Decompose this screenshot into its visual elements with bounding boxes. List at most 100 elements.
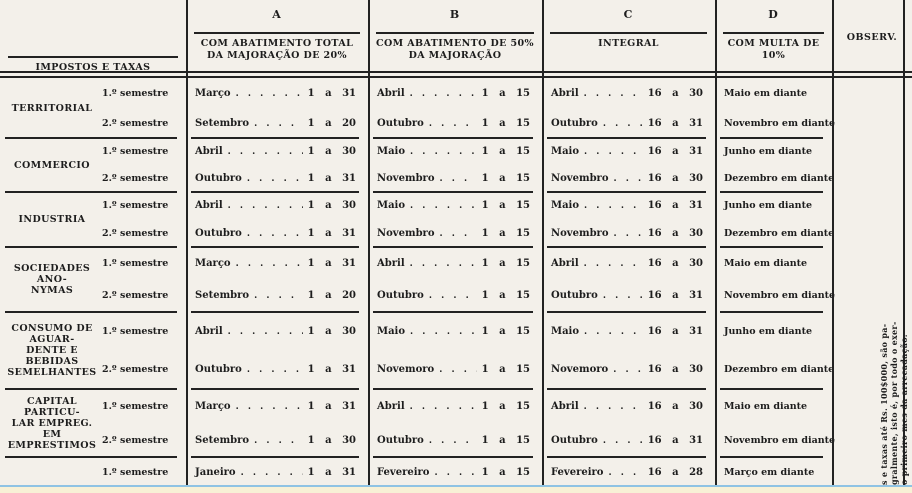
- column-b-cell: Maio. . . . . . . . . . . .1 a 15Novembr…: [368, 192, 542, 248]
- month-name: Outubro: [551, 290, 598, 302]
- month-name: Setembro: [195, 434, 250, 446]
- category-label-line: CONSUMO DE AGUAR-: [11, 323, 93, 345]
- header-rule: [550, 32, 707, 34]
- column-divider: [715, 0, 717, 485]
- penalty-period: Dezembro em diante: [724, 173, 835, 184]
- dot-leader: . . . . . . . . . . . .: [254, 435, 303, 446]
- semester-labels: 1.º semestre 2.º semestre: [102, 312, 186, 389]
- penalty-period: Junho em diante: [724, 325, 813, 337]
- semester-label: 1.º semestre: [102, 325, 169, 337]
- rotated-margin-note: s e taxas até Rs. 100$000, são pa- gralm…: [879, 265, 909, 485]
- payment-period: Setembro . . . . . . . . . . . . 1 a 20: [186, 290, 368, 301]
- semester-label: 2.º semestre: [102, 364, 169, 376]
- payment-period: Outubro . . . . . . . . . . . . 16 a 31: [542, 290, 715, 301]
- dot-leader: . . . . . . . . . . . .: [613, 365, 643, 376]
- month-name: Maio: [551, 146, 580, 157]
- dot-leader: . . . . . . . . . . . .: [608, 467, 642, 478]
- dot-leader: . . . . . . . . . . . .: [409, 258, 477, 269]
- column-b-cell: Abril. . . . . . . . . . . .1 a 15Outubr…: [368, 78, 542, 139]
- day-range: 1 a 31: [307, 364, 356, 376]
- dot-leader: . . . . . . . . . . . .: [428, 435, 477, 446]
- observ-cell: [832, 192, 912, 247]
- header-col-b: B COM ABATIMENTO DE 50% DA MAJORAÇÃO: [368, 0, 542, 74]
- payment-period: Abril . . . . . . . . . . . . 16 a 30: [542, 88, 715, 99]
- day-range: 1 a 15: [481, 325, 530, 337]
- category-label-line: INDUSTRIA: [18, 214, 86, 225]
- month-name: Novembro: [551, 227, 609, 239]
- payment-period: Abril . . . . . . . . . . . . 16 a 30: [542, 258, 715, 269]
- day-range: 16 a 31: [647, 117, 703, 129]
- month-name: Novembro: [377, 173, 435, 184]
- penalty-period: Maio em diante: [724, 400, 808, 412]
- column-c-cell: Fevereiro . . . . . . . . . . . . 16 a 28: [542, 457, 715, 487]
- month-name: Abril: [377, 400, 405, 412]
- penalty-period: Março em diante: [724, 466, 815, 478]
- semester-label: 1.º semestre: [102, 466, 169, 478]
- day-range: 16 a 30: [647, 257, 703, 269]
- month-name: Abril: [195, 325, 223, 337]
- column-b-cell: Maio. . . . . . . . . . . .1 a 15Novemor…: [368, 312, 542, 390]
- payment-period: Março . . . . . . . . . . . . 1 a 31: [186, 258, 368, 269]
- day-range: 16 a 30: [647, 227, 703, 239]
- day-range: 1 a 15: [481, 400, 530, 412]
- category-cell: TERRITORIAL 1.º semestre 2.º semestre: [0, 78, 186, 139]
- header-col-d: D COM MULTA DE 10%: [715, 0, 832, 74]
- margin-note-line: o primeiro mes da arrecadação.: [899, 334, 909, 485]
- day-range: 1 a 15: [481, 466, 530, 478]
- month-name: Novembro: [377, 227, 435, 239]
- month-name: Março: [195, 257, 231, 269]
- semester-label: 1.º semestre: [102, 87, 169, 99]
- payment-period: Novemoro . . . . . . . . . . . . 16 a 30: [542, 364, 715, 375]
- table-header: IMPOSTOS E TAXAS A COM ABATIMENTO TOTAL …: [0, 0, 912, 73]
- semester-labels: 1.º semestre: [102, 457, 186, 487]
- day-range: 16 a 31: [647, 290, 703, 302]
- payment-period: Maio . . . . . . . . . . . . 1 a 15: [368, 146, 542, 157]
- column-a-cell: Março . . . . . . . . . . . . 1 a 31 Setemb…: [186, 78, 368, 139]
- dot-leader: . . . . . . . . . . . .: [235, 258, 303, 269]
- day-range: 1 a 31: [307, 87, 356, 99]
- payment-period: Outubro . . . . . . . . . . . . 1 a 15: [368, 118, 542, 129]
- header-title-c: INTEGRAL: [598, 38, 659, 49]
- dot-leader: . . . . . . . . . . . .: [602, 291, 643, 302]
- column-d-cell: Junho em diante Dezembro em diante: [715, 312, 835, 390]
- month-name: Março: [195, 400, 231, 412]
- day-range: 16 a 30: [647, 364, 703, 376]
- category-label-line: CAPITAL PARTICU-: [24, 395, 80, 418]
- header-letter-b: B: [449, 8, 461, 21]
- column-d-cell: Junho em diante Dezembro em diante: [715, 138, 835, 193]
- semester-label: 2.º semestre: [102, 173, 169, 184]
- dot-leader: . . . . . . . . . . . .: [584, 326, 643, 337]
- month-name: Abril: [195, 200, 223, 212]
- category-cell: 1.º semestre: [0, 457, 186, 487]
- column-b-cell: Fevereiro . . . . . . . . . . . . 1 a 15: [368, 457, 542, 487]
- semester-labels: 1.º semestre 2.º semestre: [102, 247, 186, 312]
- semester-label: 1.º semestre: [102, 400, 169, 412]
- header-letter-spacer: [0, 0, 186, 24]
- dot-leader: . . . . . . . . . . . .: [428, 291, 477, 302]
- payment-period: Setembro . . . . . . . . . . . . 1 a 30: [186, 435, 368, 446]
- column-a-cell: Abril . . . . . . . . . . . . 1 a 30 Outubr…: [186, 192, 368, 248]
- column-a-cell: Janeiro . . . . . . . . . . . . 1 a 31: [186, 457, 368, 487]
- dot-leader: . . . . . . . . . . . .: [409, 88, 477, 99]
- column-b-cell: Abril. . . . . . . . . . . .1 a 15Outubr…: [368, 247, 542, 313]
- dot-leader: . . . . . . . . . . . .: [246, 174, 303, 184]
- dot-leader: . . . . . . . . . . . .: [235, 401, 303, 412]
- dot-leader: . . . . . . . . . . . .: [583, 88, 643, 99]
- month-name: Maio: [377, 325, 406, 337]
- column-c-cell: Abril . . . . . . . . . . . . 16 a 30 Outub…: [542, 389, 715, 458]
- month-name: Maio: [551, 325, 580, 337]
- payment-period: Novembro . . . . . . . . . . . . 16 a 30: [542, 228, 715, 239]
- penalty-period: Novembro em diante: [724, 434, 836, 446]
- month-name: Abril: [195, 146, 223, 157]
- payment-period: Fevereiro . . . . . . . . . . . . 1 a 15: [368, 467, 542, 478]
- day-range: 16 a 31: [647, 146, 703, 157]
- dot-leader: . . . . . . . . . . . .: [410, 201, 477, 212]
- day-range: 1 a 20: [307, 290, 356, 302]
- penalty-period: Dezembro em diante: [724, 364, 835, 376]
- category-label-line: EMPRESTIMOS: [7, 439, 97, 451]
- payment-period: Novemoro . . . . . . . . . . . . 1 a 15: [368, 364, 542, 375]
- day-range: 1 a 30: [307, 434, 356, 446]
- header-title-d: COM MULTA DE 10%: [727, 38, 820, 61]
- day-range: 1 a 30: [307, 325, 356, 337]
- payment-period: Abril . . . . . . . . . . . . 1 a 30: [186, 146, 368, 157]
